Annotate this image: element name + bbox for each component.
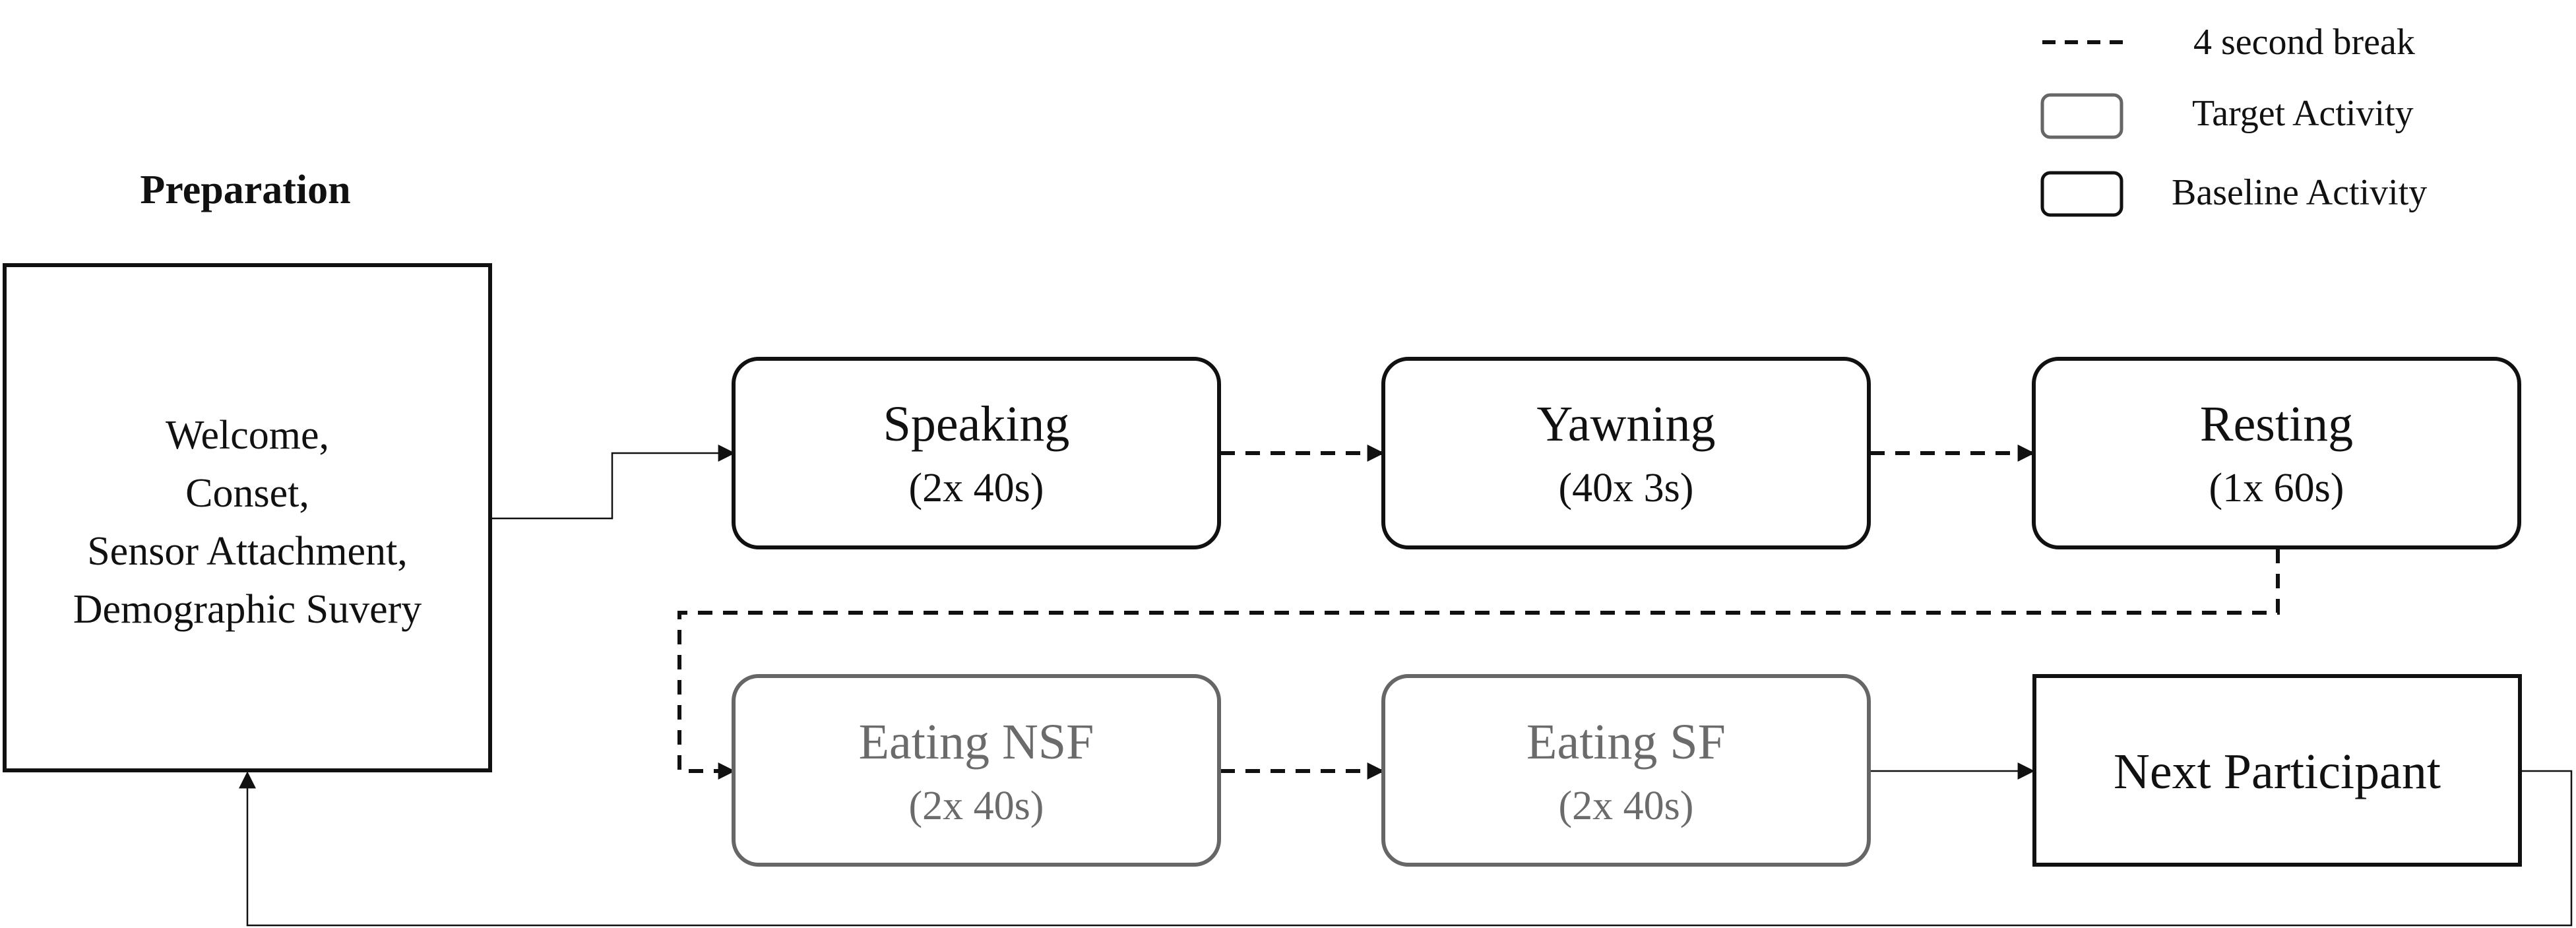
- yawning-box: [1381, 357, 1871, 549]
- speaking-detail: (2x 40s): [909, 466, 1044, 510]
- node-eating-sf: Eating SF (2x 40s): [1381, 674, 1871, 867]
- eating-nsf-box: [732, 674, 1221, 867]
- node-next-participant: Next Participant: [2032, 674, 2522, 867]
- edge-resting-eating-nsf: [677, 549, 2280, 780]
- eating-nsf-name: Eating NSF: [859, 714, 1094, 770]
- node-yawning: Yawning (40x 3s): [1381, 357, 1871, 549]
- edge-preparation-speaking: [491, 445, 736, 520]
- preparation-line-2: Conset,: [185, 471, 309, 516]
- preparation-line-4: Demographic Suvery: [73, 587, 422, 632]
- node-eating-nsf: Eating NSF (2x 40s): [732, 674, 1221, 867]
- edge-next-preparation: [239, 770, 2573, 927]
- legend-baseline-swatch: [2040, 171, 2123, 217]
- speaking-name: Speaking: [883, 396, 1070, 452]
- legend-break-label: 4 second break: [2193, 22, 2415, 63]
- preparation-box: [3, 263, 492, 772]
- yawning-detail: (40x 3s): [1559, 466, 1694, 510]
- next-participant-label: Next Participant: [2114, 744, 2441, 799]
- eating-sf-name: Eating SF: [1526, 714, 1726, 770]
- eating-nsf-detail: (2x 40s): [909, 784, 1044, 828]
- legend-target-label: Target Activity: [2192, 93, 2414, 134]
- node-preparation: Welcome, Conset, Sensor Attachment, Demo…: [3, 263, 492, 772]
- next-participant-box: [2032, 674, 2522, 867]
- resting-box: [2032, 357, 2521, 549]
- legend-baseline-label: Baseline Activity: [2172, 172, 2427, 213]
- preparation-title: Preparation: [140, 168, 350, 212]
- eating-sf-box: [1381, 674, 1871, 867]
- edges: [239, 445, 2573, 927]
- preparation-line-1: Welcome,: [166, 413, 329, 458]
- resting-name: Resting: [2200, 396, 2353, 452]
- legend: 4 second break Target Activity Baseline …: [2040, 22, 2427, 217]
- speaking-box: [732, 357, 1221, 549]
- node-resting: Resting (1x 60s): [2032, 357, 2521, 549]
- legend-target-swatch: [2040, 93, 2123, 139]
- resting-detail: (1x 60s): [2209, 466, 2344, 510]
- node-speaking: Speaking (2x 40s): [732, 357, 1221, 549]
- preparation-line-3: Sensor Attachment,: [87, 529, 408, 574]
- eating-sf-detail: (2x 40s): [1559, 784, 1694, 828]
- yawning-name: Yawning: [1536, 396, 1715, 452]
